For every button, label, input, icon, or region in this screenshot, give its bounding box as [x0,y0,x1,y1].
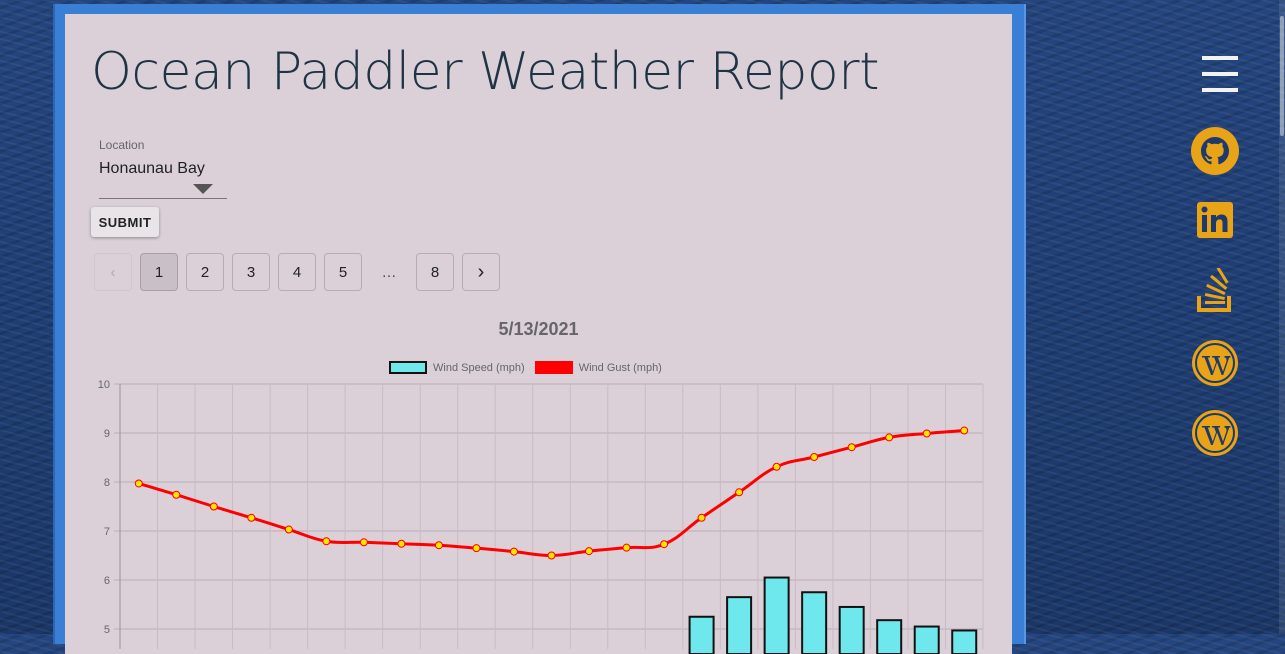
page-button-1[interactable]: 1 [140,253,178,291]
chart-title: 5/13/2021 [498,319,579,339]
y-tick-label: 6 [104,575,110,587]
page-button-3[interactable]: 3 [232,253,270,291]
legend-item-wind-speed[interactable]: Wind Speed (mph) [389,361,525,374]
wind-gust-point [284,525,293,534]
wind-gust-point [209,502,218,511]
pagination-ellipsis: … [381,263,397,281]
wind-gust-point [322,537,331,546]
wind-gust-point [134,479,143,488]
location-select-value: Honaunau Bay [99,160,205,177]
wind-gust-point [735,488,744,497]
page-title: Ocean Paddler Weather Report [91,42,879,102]
chart-legend: Wind Speed (mph) Wind Gust (mph) [389,361,672,374]
wind-speed-bar [763,576,790,654]
wind-speed-bar [913,625,940,654]
wordpress-icon[interactable] [1190,338,1240,388]
wind-gust-point [922,429,931,438]
wind-gust-point [585,547,594,556]
y-tick-label: 9 [104,428,110,440]
wind-gust-point [472,544,481,553]
wind-speed-bar [726,596,753,654]
wind-gust-point [960,426,969,435]
wind-gust-point [547,551,556,560]
wind-gust-point [772,462,781,471]
chevron-down-icon [193,184,213,194]
location-label: Location [99,138,145,152]
y-tick-label: 7 [104,526,110,538]
wind-gust-point [397,539,406,548]
legend-label-wind-speed: Wind Speed (mph) [433,361,525,374]
linkedin-icon[interactable] [1190,200,1238,242]
wind-speed-bar [801,591,828,654]
legend-swatch-wind-gust [534,361,573,374]
wind-gust-point [622,543,631,552]
github-icon[interactable] [1190,126,1240,176]
wind-gust-point [660,540,669,549]
wind-speed-bar [688,615,715,654]
submit-button[interactable]: SUBMIT [91,207,159,237]
page-button-8[interactable]: 8 [416,253,454,291]
wind-gust-point [359,538,368,547]
wind-speed-bar [876,619,903,654]
y-tick-label: 8 [104,477,110,489]
scrollbar[interactable] [1279,0,1285,634]
wind-gust-point [434,541,443,550]
wind-gust-line [138,429,965,558]
legend-item-wind-gust[interactable]: Wind Gust (mph) [534,361,662,374]
legend-label-wind-gust: Wind Gust (mph) [578,361,662,374]
y-tick-label: 10 [98,379,110,391]
wind-gust-point [885,433,894,442]
legend-swatch-wind-speed [389,361,427,374]
wind-gust-point [847,443,856,452]
wind-chart: 10 9 8 7 6 5 [98,379,984,654]
page-button-2[interactable]: 2 [186,253,224,291]
wind-gust-point [247,513,256,522]
wind-speed-bar [838,605,865,654]
location-select[interactable]: Honaunau Bay [99,158,227,199]
wind-gust-point [172,490,181,499]
wind-gust-point [810,453,819,462]
wordpress-icon[interactable] [1190,408,1240,458]
prev-page-button[interactable]: ‹ [94,253,132,291]
menu-icon[interactable] [1190,54,1238,96]
page-button-4[interactable]: 4 [278,253,316,291]
report-card: Ocean Paddler Weather Report Location Ho… [65,14,1012,654]
page-button-5[interactable]: 5 [324,253,362,291]
wind-gust-point [509,547,518,556]
stackoverflow-icon[interactable] [1190,268,1238,316]
scrollbar-thumb[interactable] [1280,16,1284,136]
wind-gust-point [697,513,706,522]
next-page-button[interactable]: › [462,253,500,291]
y-tick-label: 5 [104,624,110,636]
